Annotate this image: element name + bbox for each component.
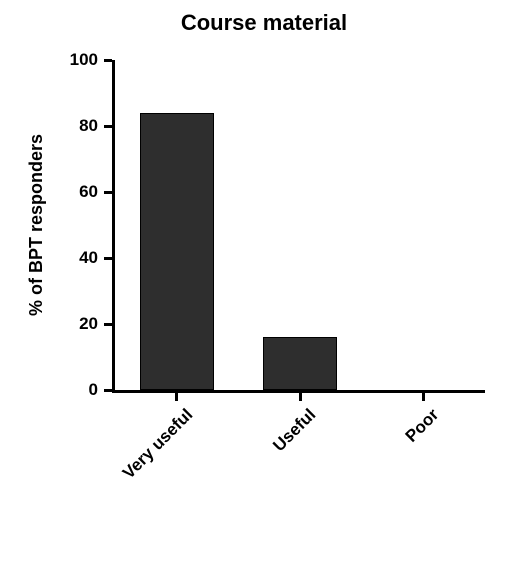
bar-chart: Course material % of BPT responders 0 20 4… [0,0,528,552]
y-tick-label: 60 [48,182,98,202]
y-tick [104,125,112,128]
y-tick [104,191,112,194]
y-tick [104,323,112,326]
y-axis-line [112,60,115,390]
y-tick-label: 100 [48,50,98,70]
x-tick [175,393,178,401]
y-tick-label: 20 [48,314,98,334]
y-tick [104,257,112,260]
bar [263,337,337,390]
x-tick [299,393,302,401]
y-axis-title: % of BPT responders [26,60,47,390]
y-tick-label: 80 [48,116,98,136]
x-tick-label: Poor [288,405,444,561]
y-tick [104,389,112,392]
bar [140,113,214,390]
chart-title: Course material [0,10,528,36]
y-tick [104,59,112,62]
y-tick-label: 40 [48,248,98,268]
y-tick-label: 0 [48,380,98,400]
x-tick [422,393,425,401]
